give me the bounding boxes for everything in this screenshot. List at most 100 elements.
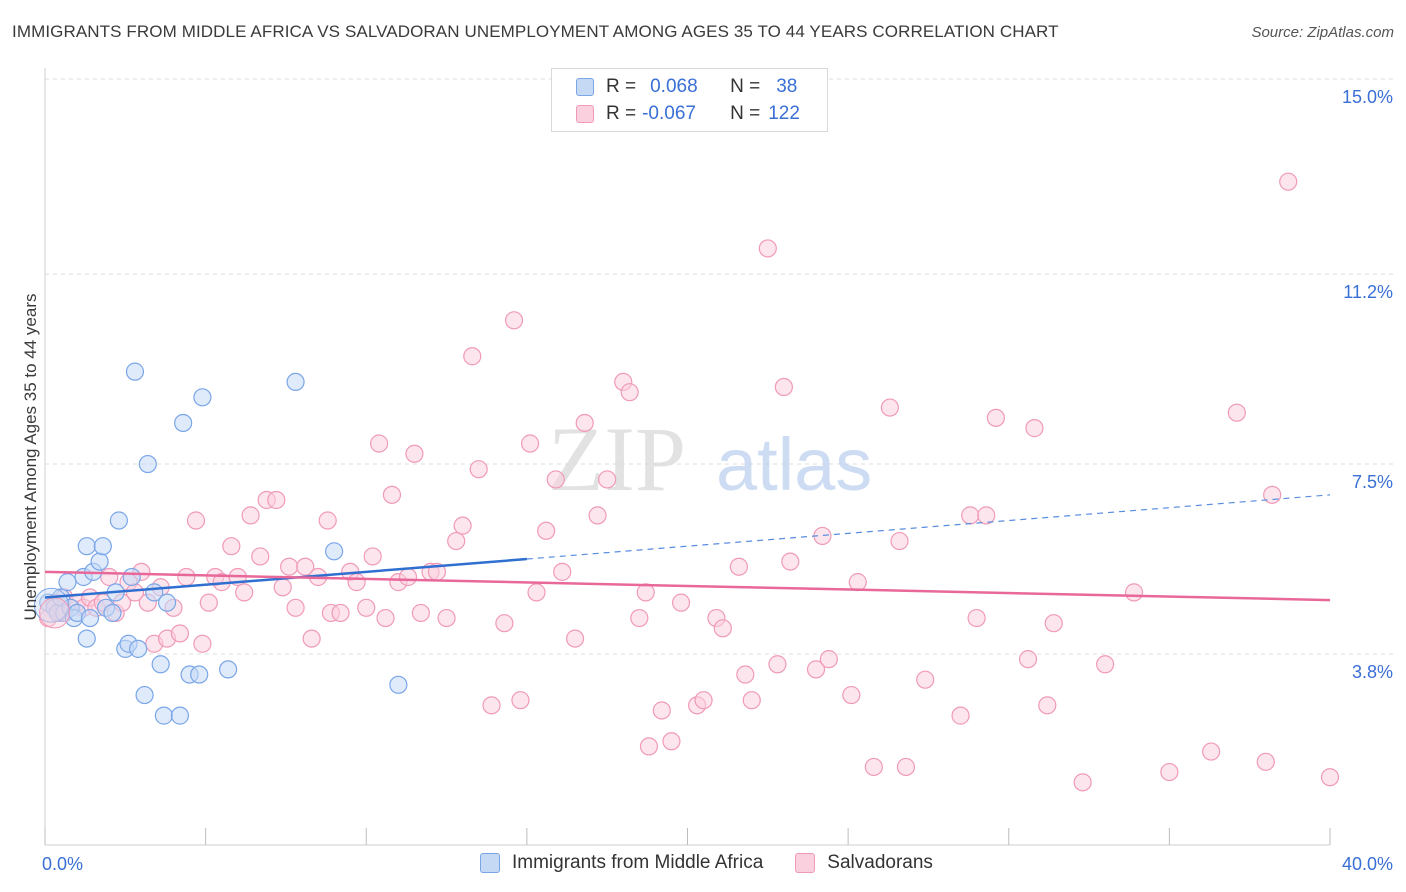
salvadoran-point [916, 670, 935, 689]
salvadoran-point [251, 547, 270, 566]
salvadoran-point [280, 557, 299, 576]
salvadoran-point [961, 506, 980, 525]
series-legend-middle-africa: Immigrants from Middle Africa [480, 852, 763, 874]
salvadoran-point [376, 608, 395, 628]
y-tick-label: 3.8% [1352, 662, 1393, 682]
middle-africa-point [219, 660, 238, 679]
middle-africa-point [135, 685, 154, 705]
salvadoran-point [170, 624, 190, 643]
salvadoran-point [302, 629, 321, 648]
salvadoran-point [398, 567, 418, 587]
axes [44, 68, 1331, 846]
salvadoran-point [296, 557, 315, 576]
salvadoran-point [1160, 762, 1179, 782]
y-tick-label: 11.2% [1343, 282, 1393, 302]
salvadoran-point [1025, 419, 1044, 438]
salvadoran-point [768, 655, 787, 674]
salvadoran-point [729, 557, 749, 576]
legend-r-value: -0.067 [642, 103, 696, 124]
grid-lines [45, 78, 1395, 655]
salvadoran-point [193, 634, 212, 653]
salvadoran-point [620, 383, 639, 402]
salvadoran-point [1044, 614, 1063, 633]
middle-africa-point [286, 372, 305, 392]
legend-n-value: 122 [768, 103, 800, 124]
series-legend-label: Salvadorans [827, 852, 933, 873]
legend-r-label: R = [606, 103, 637, 124]
legend-r-label: R = [606, 76, 637, 97]
middle-africa-point [174, 413, 193, 433]
legend-n-value: 38 [776, 76, 798, 97]
salvadoran-point [357, 598, 376, 617]
salvadoran-point [1202, 742, 1221, 761]
salvadoran-point [469, 460, 488, 479]
tick-labels: 3.8% 7.5% 11.2% 15.0% 0.0% 40.0% [42, 87, 1393, 874]
middle-africa-point [193, 388, 212, 407]
salvadoran-point [880, 398, 899, 417]
salvadoran-point [864, 757, 883, 777]
middle-africa-point [154, 706, 173, 725]
y-tick-label: 7.5% [1352, 472, 1393, 492]
salvadoran-point [553, 562, 572, 581]
y-axis-label: Unemployment Among Ages 35 to 44 years [21, 294, 40, 621]
salvadoran-point [235, 583, 254, 602]
salvadoran-point [896, 757, 916, 777]
salvadoran-point [177, 567, 196, 587]
salvadoran-point [598, 470, 617, 489]
salvadoran-point [1279, 172, 1298, 191]
x-tick-label: 40.0% [1342, 854, 1393, 874]
salvadoran-point [286, 598, 305, 617]
legend-row-salvadorans: R = -0.067 N = 122 [576, 102, 800, 126]
salvadoran-point [527, 583, 546, 602]
salvadoran-point [347, 573, 366, 592]
salvadoran-point [405, 444, 424, 463]
legend-n-label: N = [730, 103, 761, 124]
series-legend-label: Immigrants from Middle Africa [512, 852, 764, 873]
salvadoran-point [951, 706, 970, 725]
salvadoran-point [437, 608, 456, 628]
watermark: ZIP atlas [548, 408, 872, 510]
middle-africa-trend-extension [526, 494, 1331, 560]
legend-n-label: N = [730, 76, 761, 97]
series-legend: Immigrants from Middle Africa Salvadoran… [480, 852, 965, 874]
salvadoran-point [630, 608, 649, 628]
salvadoran-point [186, 511, 206, 530]
middle-africa-point [103, 603, 122, 623]
salvadoran-point [241, 506, 260, 525]
middle-africa-point [170, 706, 190, 725]
salvadoran-point [588, 506, 607, 525]
salvadoran-point [447, 531, 466, 551]
salvadoran-point [1227, 403, 1246, 422]
legend-r-value: 0.068 [650, 76, 698, 97]
middle-africa-point [109, 511, 128, 530]
middle-africa-point [129, 639, 148, 658]
salvadoran-point [774, 377, 793, 397]
series-swatch-middle-africa [480, 853, 500, 873]
salvadoran-point [520, 434, 540, 453]
salvadoran-point [370, 434, 389, 453]
salvadoran-point [713, 619, 732, 638]
salvadoran-point [511, 691, 530, 710]
middle-africa-point [93, 537, 112, 556]
salvadoran-point [742, 691, 761, 710]
legend-swatch-middle-africa [576, 78, 594, 96]
salvadoran-trend-line [44, 570, 1331, 602]
source-label: Source: ZipAtlas.com [1251, 24, 1394, 41]
y-tick-label: 15.0% [1342, 87, 1393, 107]
salvadoran-point [694, 691, 713, 710]
middle-africa-point [190, 665, 209, 684]
salvadoran-point [482, 696, 501, 715]
salvadoran-point [842, 685, 861, 705]
middle-africa-point [77, 629, 96, 648]
salvadoran-point [199, 593, 218, 612]
salvadoran-point [671, 593, 691, 612]
salvadoran-point [1124, 583, 1144, 602]
middle-africa-point [151, 655, 170, 674]
salvadoran-point [986, 408, 1006, 427]
salvadoran-point [639, 737, 659, 756]
salvadoran-point [1018, 650, 1038, 669]
middle-africa-point [90, 552, 109, 571]
middle-africa-point [325, 542, 344, 561]
salvadoran-point [819, 650, 838, 669]
